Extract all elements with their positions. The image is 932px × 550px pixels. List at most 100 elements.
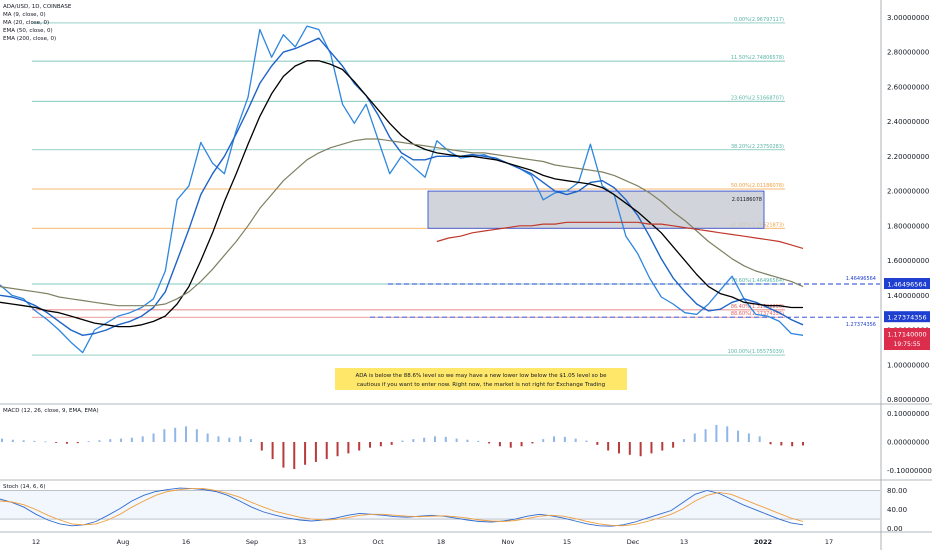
support-price-tag-bg [884, 311, 930, 323]
fib-level-label: 23.60%(2.51668707) [731, 95, 784, 101]
macd-histogram-bar [185, 426, 188, 442]
time-tick-label: 13 [680, 538, 688, 546]
time-tick-label: 16 [182, 538, 190, 546]
macd-histogram-bar [206, 433, 209, 442]
macd-histogram-bar [758, 436, 761, 442]
macd-histogram-bar [477, 440, 480, 442]
macd-histogram-bar [249, 439, 252, 442]
legend-ema200[interactable]: EMA (200, close, 0) [3, 36, 56, 42]
price-tick-label: 1.80000000 [887, 222, 929, 230]
fib-level-label: 50.00%(2.01186078) [731, 183, 784, 189]
macd-histogram-bar [747, 433, 750, 442]
stoch-d-line [0, 488, 804, 527]
time-tick-label: Oct [372, 538, 384, 546]
stoch-tick-label: 0.00 [887, 525, 903, 533]
macd-histogram-bar [433, 436, 436, 442]
legend-ma20[interactable]: MA (20, close, 0) [3, 20, 49, 26]
stoch-tick-label: 80.00 [887, 487, 907, 495]
macd-title[interactable]: MACD (12, 26, close, 9, EMA, EMA) [3, 408, 99, 414]
macd-histogram-bar [217, 436, 220, 442]
macd-histogram-bar [682, 439, 685, 442]
macd-histogram-bar [358, 442, 361, 451]
macd-histogram-bar [628, 442, 631, 455]
legend-ema50[interactable]: EMA (50, close, 0) [3, 28, 53, 34]
price-pane[interactable]: 0.00%(2.96797117) 11.50%(2.74806578) 23.60… [0, 17, 880, 356]
macd-histogram-bar [390, 442, 393, 445]
support-price-tag: 1.27374356 [887, 314, 926, 322]
macd-histogram-bar [520, 442, 523, 447]
macd-histogram-bar [401, 440, 404, 442]
macd-histogram-bar [174, 427, 177, 442]
fib-level-label: 86.40%(1.31582290) [731, 304, 784, 310]
price-tick-label: 1.60000000 [887, 257, 929, 265]
fib-level-label: 11.50%(2.74806578) [731, 55, 784, 61]
stoch-tick-label: 40.00 [887, 506, 907, 514]
macd-histogram-bar [466, 439, 469, 442]
resistance-level-text: 1.46496564 [846, 276, 876, 282]
macd-histogram-bar [412, 439, 415, 442]
time-tick-label: 13 [298, 538, 306, 546]
indicator-legend: ADA/USD, 1D, COINBASE MA (9, close, 0) M… [3, 4, 99, 490]
legend-ma9[interactable]: MA (9, close, 0) [3, 12, 46, 18]
macd-histogram-bar [11, 439, 14, 442]
macd-histogram-bar [639, 442, 642, 457]
macd-histogram-bar [347, 442, 350, 454]
macd-histogram-bar [737, 430, 740, 442]
macd-histogram-bar [44, 441, 47, 443]
symbol-title[interactable]: ADA/USD, 1D, COINBASE [3, 4, 72, 10]
macd-histogram-bar [271, 442, 274, 460]
macd-histogram-bar [672, 442, 675, 448]
macd-histogram-bar [553, 436, 556, 442]
macd-histogram-bar [531, 442, 534, 444]
ma20-line [0, 60, 803, 328]
stoch-title[interactable]: Stoch (14, 6, 6) [3, 484, 46, 490]
price-tick-label: 3.00000000 [887, 14, 929, 22]
macd-histogram-bar [791, 442, 794, 447]
macd-histogram-bar [379, 442, 382, 447]
macd-histogram-bar [563, 436, 566, 442]
macd-histogram-bar [704, 429, 707, 442]
macd-histogram-bar [260, 442, 263, 451]
fib-level-label: 100.00%(1.05575039) [728, 349, 784, 355]
macd-histogram-bar [228, 437, 231, 442]
macd-histogram-bar [282, 442, 285, 468]
time-tick-label: Aug [117, 538, 130, 546]
macd-histogram-bar [109, 439, 112, 442]
countdown-tag: 19:75:55 [894, 341, 921, 348]
fib-level-label: 38.20%(2.23750283) [731, 144, 784, 150]
annotation-line-2: cautious if you want to enter now. Right… [357, 382, 605, 388]
stoch-pane[interactable] [0, 487, 880, 527]
ma9-line [0, 37, 804, 336]
price-tick-label: 2.40000000 [887, 118, 929, 126]
macd-histogram-bar [780, 442, 783, 446]
time-tick-label: 2022 [754, 538, 772, 546]
stoch-band [0, 490, 880, 520]
macd-histogram-bar [1, 438, 3, 442]
time-axis[interactable]: 12 Aug 16 Sep 13 Oct 18 Nov 15 Dec 13 2022 17 [32, 538, 833, 546]
time-tick-label: Dec [627, 538, 640, 546]
macd-histogram-bar [607, 442, 610, 451]
macd-pane[interactable] [1, 424, 804, 470]
macd-histogram-bar [802, 442, 804, 446]
macd-histogram-bar [574, 438, 577, 442]
fib-level-label: 0.00%(2.96797117) [734, 17, 784, 23]
macd-histogram-bar [163, 429, 166, 442]
macd-histogram-bar [726, 426, 729, 442]
macd-histogram-bar [239, 436, 242, 442]
macd-histogram-bar [65, 442, 68, 444]
macd-histogram-bar [325, 442, 328, 460]
stoch-k-line [0, 487, 804, 527]
macd-histogram-bar [769, 442, 772, 445]
macd-histogram-bar [455, 438, 458, 442]
macd-tick-label: 0.10000000 [887, 410, 929, 418]
resistance-price-tag-bg [884, 278, 930, 290]
macd-histogram-bar [488, 442, 491, 444]
annotation-note[interactable]: ADA is below the 88.6% level so we may h… [335, 368, 627, 390]
macd-histogram-bar [444, 436, 447, 442]
macd-tick-label: 0.00000000 [887, 439, 929, 447]
macd-tick-label: -0.10000000 [887, 467, 932, 475]
annotation-background [335, 368, 627, 390]
ema50-line [0, 138, 804, 307]
price-axis[interactable]: 3.00000000 2.80000000 2.60000000 2.40000000… [884, 14, 932, 533]
macd-histogram-bar [195, 429, 198, 442]
